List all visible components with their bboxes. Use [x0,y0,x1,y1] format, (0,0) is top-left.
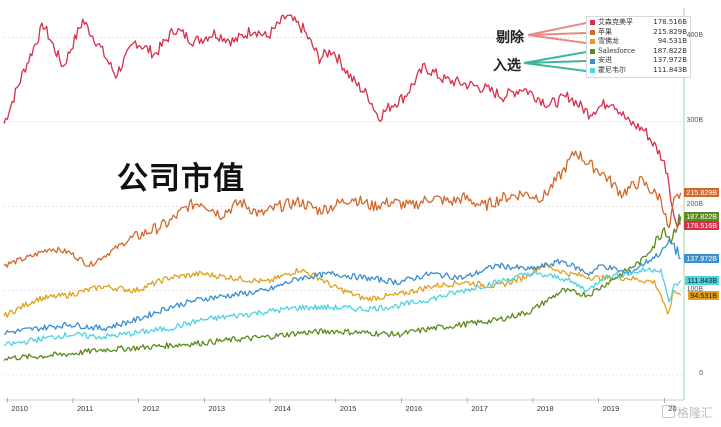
added-callout: 入选 [493,58,521,74]
legend-value: 94.531B [657,37,687,46]
last-value-badge: 187.822B [684,211,719,221]
added-arrows [523,51,587,72]
legend-value: 215.829B [653,27,687,36]
legend-swatch [590,58,595,64]
legend-label: 雪佛龙 [598,37,619,46]
x-tick-label: 2012 [142,404,160,413]
legend-entry: 雪佛龙 94.531B [590,37,687,47]
legend-value: 187.822B [653,46,687,55]
x-tick-label: 2014 [274,404,291,413]
series-line [3,14,682,228]
x-tick-label: 2013 [208,404,226,413]
legend-label: 安进 [598,56,612,65]
removed-callout: 剔除 [496,30,524,46]
last-value-badge: 137.972B [684,254,719,263]
y-tick-label: 400B [686,32,703,40]
last-value-badge: 94.531B [688,290,719,300]
axes [4,8,685,401]
last-value-badge: 111.843B [685,276,719,286]
last-value-badge: 215.829B [684,188,719,198]
x-tick-label: 2017 [471,404,488,413]
legend-label: Salesforce [598,46,636,55]
watermark-logo-icon [661,405,675,418]
series-line [3,213,682,362]
legend-label: 苹果 [598,27,612,36]
legend-entry: 霍尼韦尔 111.843B [590,66,687,76]
x-tick-label: 2016 [405,404,423,413]
legend-swatch [590,49,595,55]
chart-legend: 艾森克美孚 178.516B 苹果 215.829B 雪佛龙 94.531B Salesfo… [586,16,691,78]
legend-entry: 安进 137.972B [590,56,687,66]
chart-title: 公司市值 [117,161,245,197]
legend-swatch [590,20,595,26]
series-line [3,238,681,335]
series-line [3,263,682,318]
legend-label: 艾森克美孚 [598,18,633,26]
removed-arrows [527,22,587,44]
legend-value: 111.843B [653,65,687,74]
series-lines [3,14,682,362]
legend-label: 霍尼韦尔 [598,65,626,74]
x-tick-label: 2010 [11,404,28,413]
last-value-badge: 178.516B [684,221,719,231]
y-tick-label: 100B [686,285,703,293]
legend-value: 178.516B [653,18,687,26]
y-tick-label: 300B [686,116,703,124]
y-tick-label: 200B [686,201,703,209]
x-tick-label: 20 [668,404,677,413]
series-line [3,150,682,268]
y-tick-label: 0 [699,370,703,377]
x-tick-label: 2011 [76,404,94,413]
legend-swatch [590,68,595,74]
watermark-text: 格隆汇 [676,406,713,420]
x-tick-label: 2018 [536,404,554,413]
legend-swatch [590,29,595,35]
legend-entry: 苹果 215.829B [590,28,687,38]
watermark: 格隆汇 [661,404,713,421]
legend-entry: Salesforce 187.822B [590,47,687,57]
legend-swatch [590,39,595,45]
legend-value: 137.972B [653,56,687,65]
gridlines [4,37,684,376]
x-axis-ticks [6,398,665,403]
series-line [3,267,682,347]
legend-entry: 艾森克美孚 178.516B [590,18,687,28]
x-tick-label: 2019 [602,404,620,413]
x-tick-label: 2015 [339,404,357,413]
